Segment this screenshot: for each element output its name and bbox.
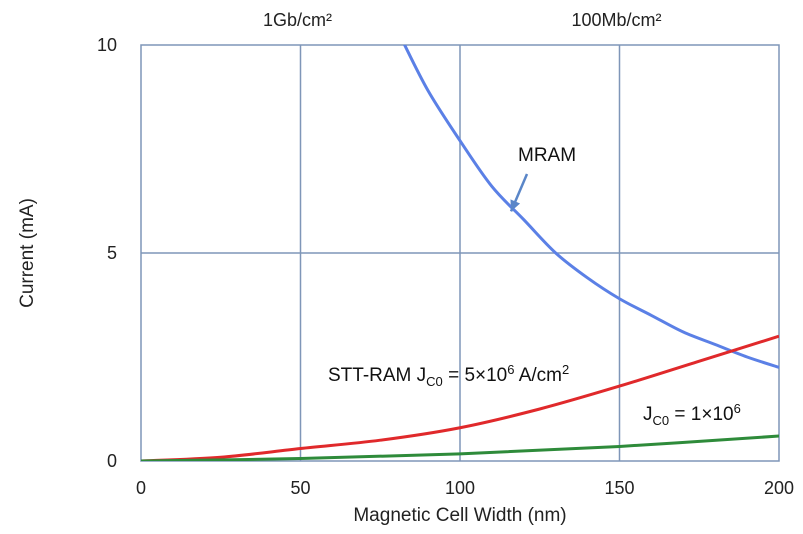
x-tick-label: 0: [136, 478, 146, 498]
annotations: MRAM STT-RAM JC0 = 5×106 A/cm2 JC0 = 1×106: [328, 145, 741, 428]
grid: [140, 44, 780, 462]
series-line-mram: [402, 45, 779, 369]
x-tick-label: 100: [445, 478, 475, 498]
x-tick-label: 150: [604, 478, 634, 498]
series-layer: [141, 45, 779, 461]
mram-annotation: MRAM: [518, 145, 576, 166]
x-tick-label: 200: [764, 478, 794, 498]
y-tick-label: 0: [107, 451, 117, 471]
y-tick-label: 10: [97, 35, 117, 55]
top-axis-label: 1Gb/cm²: [263, 10, 332, 30]
mram-arrow-head: [510, 199, 521, 212]
x-axis-label: Magnetic Cell Width (nm): [353, 505, 566, 526]
series-line-jc0-1e6: [141, 434, 779, 461]
y-tick-label: 5: [107, 243, 117, 263]
top-axis-label: 100Mb/cm²: [571, 10, 661, 30]
tick-labels: 0 50 100 150 200 0 5 10 1Gb/cm² 100Mb/cm²: [97, 10, 794, 498]
x-tick-label: 50: [290, 478, 310, 498]
y-axis-label: Current (mA): [17, 198, 38, 308]
jc0-annotation: JC0 = 1×106: [643, 401, 741, 428]
stt-ram-annotation: STT-RAM JC0 = 5×106 A/cm2: [328, 362, 569, 389]
series-line-stt-ram: [141, 334, 779, 461]
